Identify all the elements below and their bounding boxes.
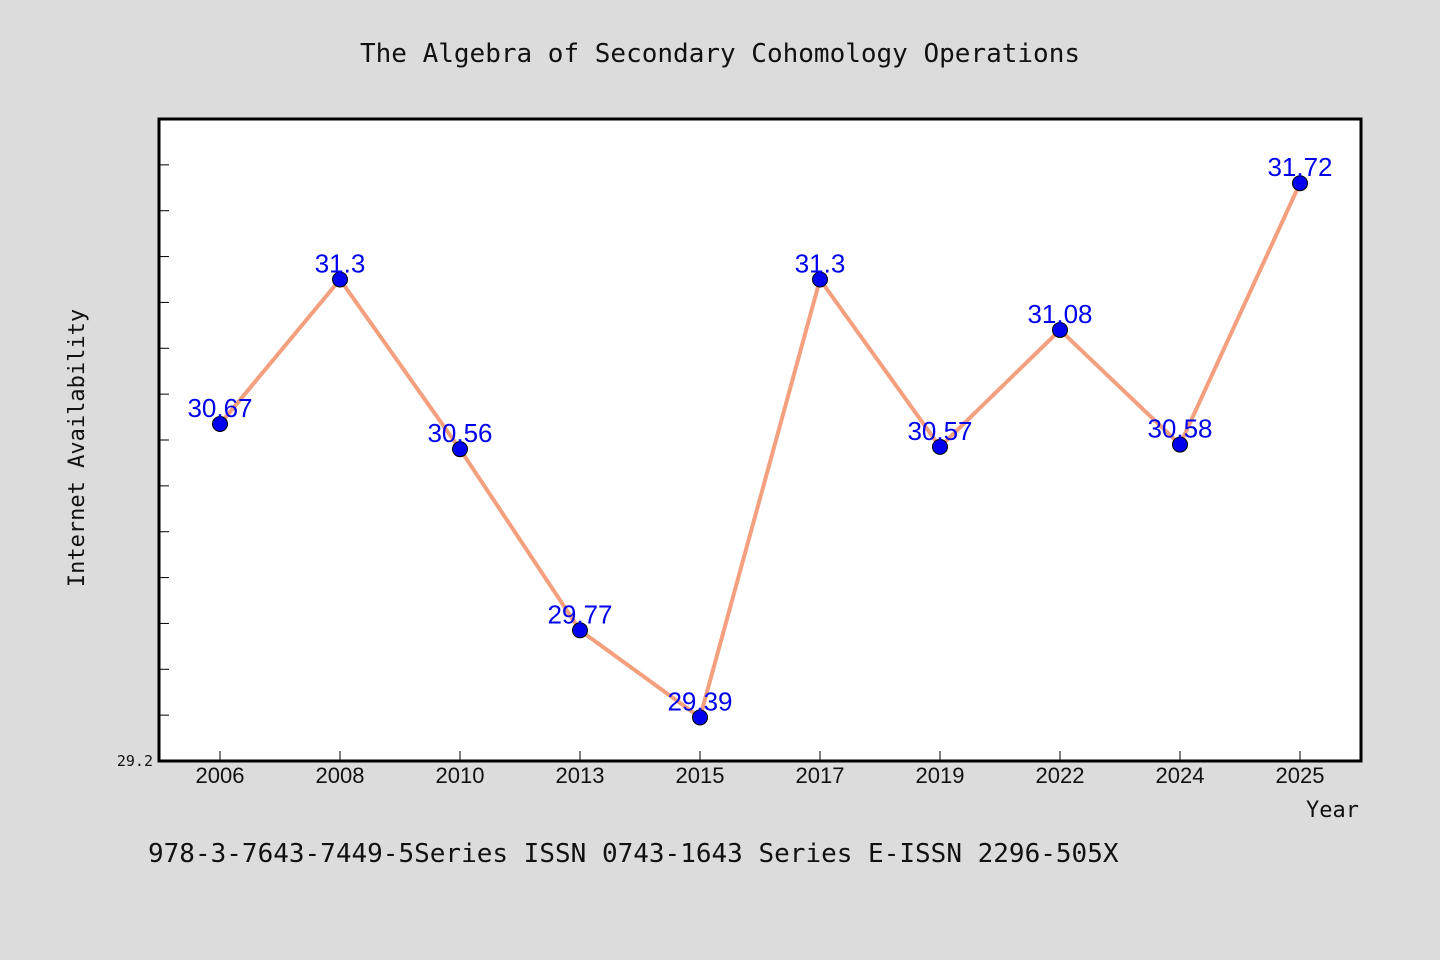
data-point [332, 271, 348, 288]
data-label: 31.08 [1027, 299, 1092, 329]
data-label: 30.67 [187, 393, 252, 423]
data-label: 31.72 [1267, 152, 1332, 182]
data-label: 30.58 [1147, 414, 1212, 444]
isbn-issn-text: 978-3-7643-7449-5Series ISSN 0743-1643 S… [148, 839, 1119, 869]
data-point [572, 622, 588, 639]
data-label: 30.57 [907, 416, 972, 446]
x-tick-label: 2022 [1036, 763, 1085, 788]
x-tick-label: 2013 [556, 763, 605, 788]
chart-title: The Algebra of Secondary Cohomology Oper… [360, 39, 1080, 69]
data-point [452, 441, 468, 458]
data-point [1052, 321, 1068, 338]
y-axis-label: Internet Availability [65, 309, 90, 587]
data-label: 29.77 [547, 599, 612, 629]
y-tick-label: 29.2 [117, 752, 153, 770]
data-point [212, 415, 228, 432]
series-line [218, 182, 1302, 720]
x-tick-label: 2024 [1156, 763, 1205, 788]
x-tick-label: 2017 [796, 763, 845, 788]
data-label: 31.3 [315, 249, 366, 279]
data-label: 31.3 [795, 249, 846, 279]
data-label: 30.56 [427, 418, 492, 448]
x-tick-label: 2019 [916, 763, 965, 788]
data-point [1172, 436, 1188, 453]
plot-area [157, 117, 1363, 763]
x-tick-label: 2008 [316, 763, 365, 788]
data-point [932, 438, 948, 455]
x-tick-label: 2006 [196, 763, 245, 788]
data-point [1292, 175, 1308, 192]
data-label: 29.39 [667, 686, 732, 716]
x-axis-ticks: 2006 2008 2010 2013 2015 2017 2019 2022 2024 2025 [196, 751, 1325, 788]
y-minor-ticks [159, 164, 169, 716]
data-point [692, 709, 708, 726]
x-tick-label: 2010 [436, 763, 485, 788]
x-axis-label: Year [1306, 798, 1359, 823]
x-tick-label: 2025 [1276, 763, 1325, 788]
x-tick-label: 2015 [676, 763, 725, 788]
data-point [812, 271, 828, 288]
series-line-group: 30.67 31.3 30.56 29.77 29.39 31.3 30.57 31.08 30… [187, 152, 1333, 726]
